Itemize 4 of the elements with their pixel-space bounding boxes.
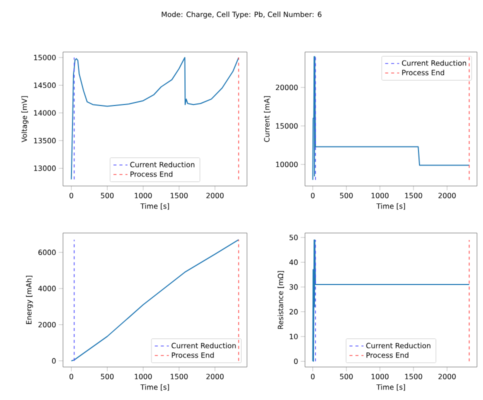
line-series [312, 239, 470, 362]
line-series [312, 56, 470, 180]
line-series [70, 57, 240, 180]
line-series [70, 239, 240, 362]
